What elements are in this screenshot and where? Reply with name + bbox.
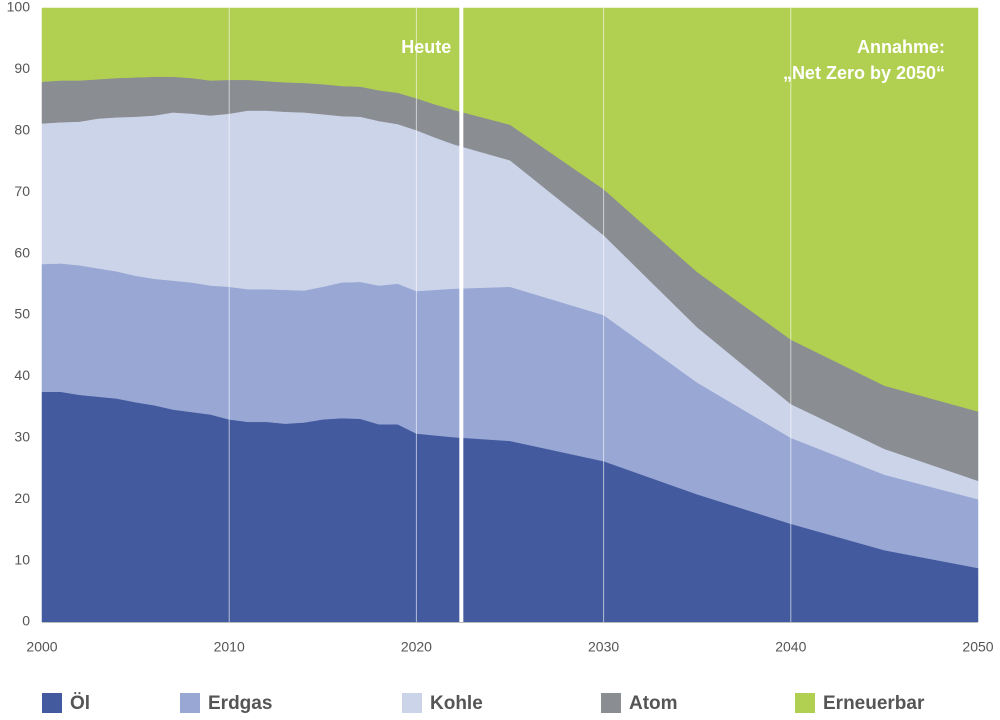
legend-swatch xyxy=(795,693,815,713)
y-tick-label: 20 xyxy=(14,490,30,506)
y-tick-label: 10 xyxy=(14,551,30,567)
annotation: Heute xyxy=(401,37,451,57)
y-tick-label: 80 xyxy=(14,122,30,138)
legend-swatch xyxy=(42,693,62,713)
legend-label: Atom xyxy=(629,693,678,714)
x-tick-label: 2010 xyxy=(214,639,245,655)
area xyxy=(41,7,979,412)
legend-swatch xyxy=(180,693,200,713)
legend-label: Öl xyxy=(70,693,90,714)
y-tick-label: 40 xyxy=(14,367,30,383)
legend-swatch xyxy=(601,693,621,713)
legend-label: Erneuerbar xyxy=(823,693,925,714)
y-tick-label: 90 xyxy=(14,60,30,76)
y-tick-label: 60 xyxy=(14,244,30,260)
y-tick-label: 70 xyxy=(14,183,30,199)
legend-label: Erdgas xyxy=(208,693,272,714)
y-tick-label: 0 xyxy=(22,613,30,629)
legend-label: Kohle xyxy=(430,693,483,714)
y-tick-label: 30 xyxy=(14,429,30,445)
x-tick-label: 2050 xyxy=(962,639,993,655)
x-tick-label: 2030 xyxy=(588,639,619,655)
annotation: „Net Zero by 2050“ xyxy=(783,63,945,83)
annotation: Annahme: xyxy=(857,37,945,57)
y-tick-label: 50 xyxy=(14,306,30,322)
x-tick-label: 2020 xyxy=(401,639,432,655)
x-tick-label: 2040 xyxy=(775,639,806,655)
legend-swatch xyxy=(402,693,422,713)
y-tick-label: 100 xyxy=(7,0,31,15)
x-tick-label: 2000 xyxy=(26,639,57,655)
